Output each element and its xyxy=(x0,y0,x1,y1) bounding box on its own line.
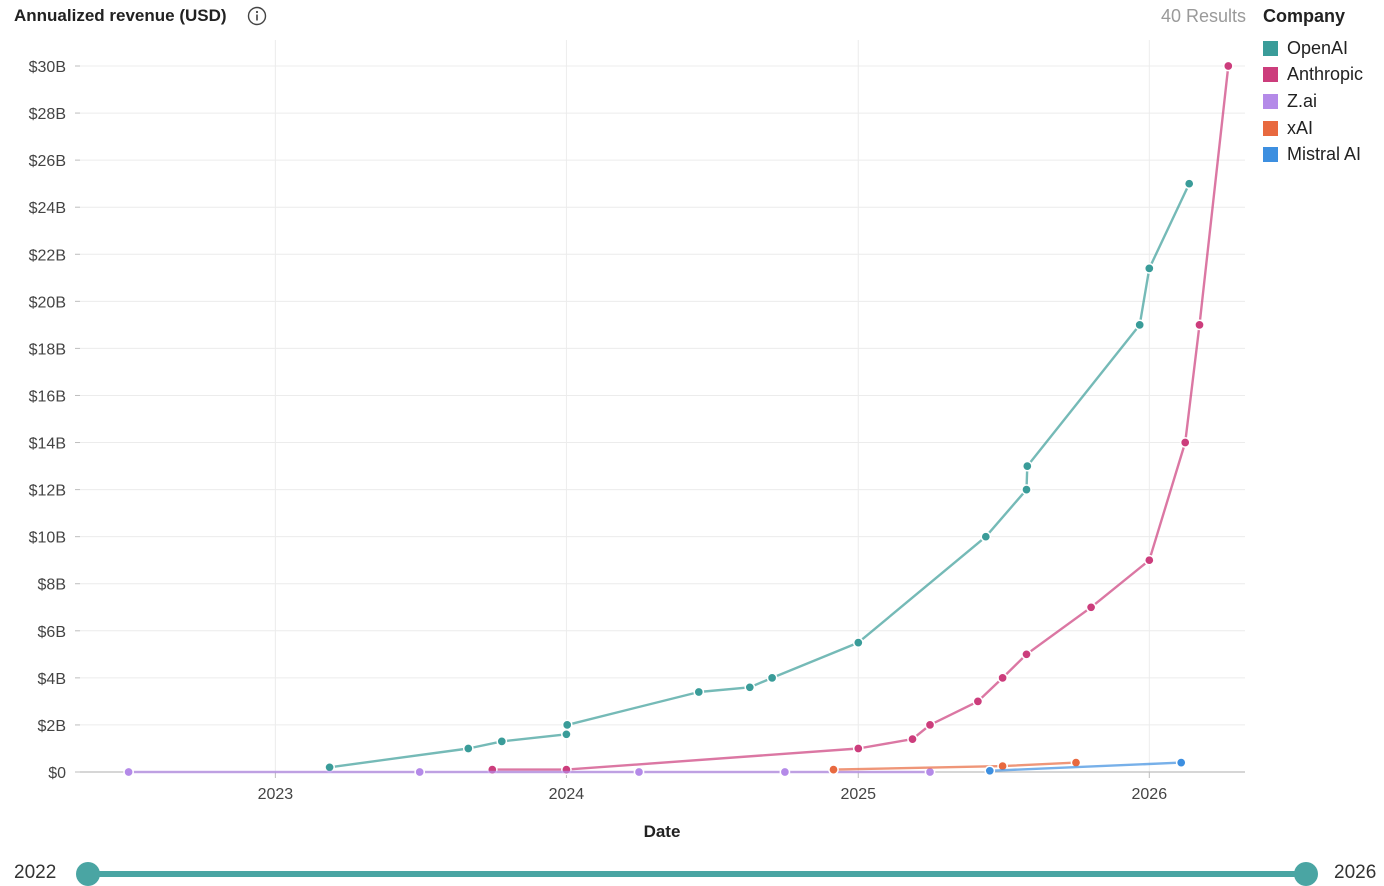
data-point-openai xyxy=(744,681,756,693)
x-tick-label: 2024 xyxy=(549,786,585,803)
data-point-openai xyxy=(462,743,474,754)
legend-label-mistral: Mistral AI xyxy=(1287,144,1362,165)
data-point-openai xyxy=(852,637,864,648)
legend-title: Company xyxy=(1263,6,1346,26)
data-point-openai xyxy=(324,761,335,773)
data-point-openai xyxy=(1143,263,1155,274)
slider-max-label: 2026 xyxy=(1334,862,1377,883)
y-tick-label: $20B xyxy=(29,294,66,311)
data-point-openai xyxy=(1134,319,1146,331)
data-point-anthropic xyxy=(924,719,936,731)
data-point-anthropic xyxy=(1021,648,1032,660)
grid-lines xyxy=(75,40,1245,778)
legend-label-zai: Z.ai xyxy=(1287,90,1318,111)
data-point-openai xyxy=(561,719,573,731)
slider-start-handle[interactable] xyxy=(76,862,100,886)
data-point-openai xyxy=(561,728,572,740)
data-point-openai xyxy=(693,686,705,698)
y-tick-label: $6B xyxy=(38,624,66,641)
x-axis-label: Date xyxy=(644,822,681,841)
slider-track[interactable] xyxy=(88,871,1306,877)
legend-item-anthropic[interactable]: Anthropic xyxy=(1263,62,1363,89)
y-tick-label: $4B xyxy=(38,671,66,688)
data-point-anthropic xyxy=(1085,601,1097,613)
data-point-openai xyxy=(1183,178,1195,190)
line-chart: $0 $2B $4B $6B $8B $10B $12B $14B $16B $18B $20B $2… xyxy=(29,40,1245,841)
chart-title: Annualized revenue (USD) xyxy=(14,6,227,25)
data-point-anthropic xyxy=(1222,60,1234,72)
legend-swatch-xai xyxy=(1263,120,1278,136)
series-layer xyxy=(123,60,1234,778)
y-tick-label: $16B xyxy=(29,388,66,405)
data-point-openai xyxy=(1021,484,1032,495)
y-tick-label: $18B xyxy=(29,341,66,358)
data-point-openai xyxy=(1021,460,1033,472)
y-tick-label: $12B xyxy=(29,483,66,500)
x-axis-ticks: 2023 2024 2025 2026 xyxy=(258,786,1168,803)
legend-swatch-anthropic xyxy=(1263,67,1278,83)
y-tick-label: $24B xyxy=(29,200,66,217)
data-point-xai xyxy=(828,764,839,775)
y-axis-ticks: $0 $2B $4B $6B $8B $10B $12B $14B $16B $18B $20B $2… xyxy=(29,59,66,782)
legend-swatch-openai xyxy=(1263,40,1278,56)
data-point-anthropic xyxy=(1143,554,1155,566)
data-point-openai xyxy=(980,531,992,543)
legend-label-xai: xAI xyxy=(1287,117,1314,138)
legend-label-openai: OpenAI xyxy=(1287,37,1349,58)
data-point-anthropic xyxy=(972,696,984,707)
x-tick-label: 2025 xyxy=(840,786,876,803)
data-point-openai xyxy=(766,672,778,684)
legend-item-xai[interactable]: xAI xyxy=(1263,115,1363,142)
series-line-openai xyxy=(329,183,1191,769)
x-tick-label: 2026 xyxy=(1132,786,1168,803)
legend: Company OpenAI Anthropic Z.ai xAI Mistra… xyxy=(1263,6,1363,168)
data-point-anthropic xyxy=(997,672,1008,684)
y-tick-label: $30B xyxy=(29,59,66,76)
y-tick-label: $28B xyxy=(29,106,66,123)
y-tick-label: $0 xyxy=(48,765,66,782)
y-tick-label: $10B xyxy=(29,530,66,547)
legend-item-mistral[interactable]: Mistral AI xyxy=(1263,141,1363,168)
data-point-z-ai xyxy=(123,766,134,778)
data-point-openai xyxy=(496,736,508,747)
legend-item-openai[interactable]: OpenAI xyxy=(1263,35,1363,62)
data-point-mistral-ai xyxy=(1175,757,1187,768)
data-point-anthropic xyxy=(852,743,864,754)
y-tick-label: $8B xyxy=(38,577,66,594)
legend-item-zai[interactable]: Z.ai xyxy=(1263,88,1363,115)
data-point-z-ai xyxy=(779,766,791,778)
results-count: 40 Results xyxy=(1160,6,1246,26)
data-point-anthropic xyxy=(1179,437,1191,448)
legend-swatch-zai xyxy=(1263,93,1278,109)
data-point-z-ai xyxy=(633,766,645,778)
legend-label-anthropic: Anthropic xyxy=(1287,64,1364,85)
legend-swatch-mistral xyxy=(1263,147,1278,163)
slider-end-handle[interactable] xyxy=(1294,862,1318,886)
y-tick-label: $22B xyxy=(29,247,66,264)
data-point-anthropic xyxy=(1194,319,1205,331)
series-line-anthropic xyxy=(492,65,1230,771)
data-point-anthropic xyxy=(907,733,918,745)
slider-min-label: 2022 xyxy=(14,862,57,883)
data-point-mistral-ai xyxy=(984,765,996,777)
x-tick-label: 2023 xyxy=(258,786,294,803)
data-point-z-ai xyxy=(414,766,426,778)
info-icon[interactable] xyxy=(247,6,267,26)
series-line-mistral-ai xyxy=(989,761,1182,772)
y-tick-label: $26B xyxy=(29,153,66,170)
y-tick-label: $2B xyxy=(38,718,66,735)
y-tick-label: $14B xyxy=(29,436,66,453)
